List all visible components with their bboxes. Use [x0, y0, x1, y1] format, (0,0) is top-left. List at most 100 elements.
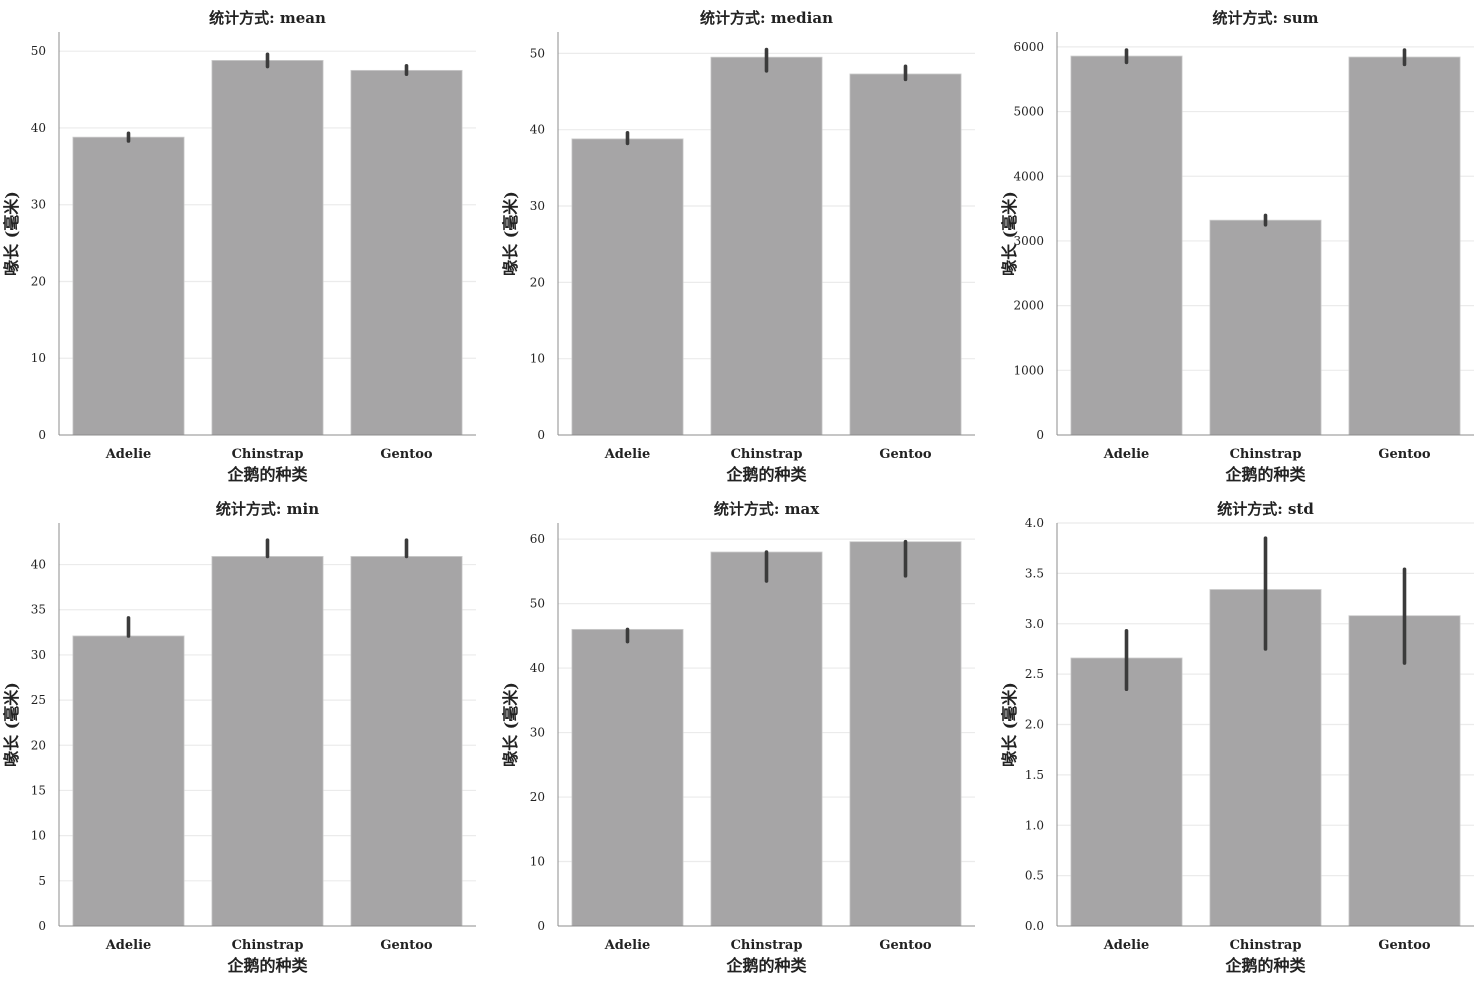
y-tick-label: 30: [31, 648, 46, 662]
x-tick-label: Gentoo: [1378, 447, 1431, 462]
bar-chinstrap: [211, 556, 324, 927]
y-tick-label: 6000: [1013, 40, 1044, 54]
chart-panel-median: Adelie Chinstrap Gentoo 0 10 20 30 40 50 统计方式: me…: [501, 9, 975, 484]
y-tick-label: 2.5: [1025, 667, 1044, 681]
y-tick-label: 5: [38, 874, 46, 888]
y-tick-label: 50: [31, 44, 46, 58]
bar-adelie: [72, 635, 185, 927]
y-tick-label: 1.5: [1025, 768, 1044, 782]
y-tick-label: 10: [31, 829, 46, 843]
x-tick-label: Chinstrap: [1230, 447, 1302, 462]
y-tick-label: 3.5: [1025, 566, 1044, 580]
y-axis-label: 喙长 (毫米): [1000, 191, 1019, 276]
y-axis-label: 喙长 (毫米): [2, 682, 21, 767]
x-axis-label: 企鹅的种类: [226, 956, 308, 975]
bar-gentoo: [350, 556, 463, 927]
bar-adelie: [571, 628, 684, 927]
chart-title: 统计方式: std: [1217, 500, 1314, 518]
bar-gentoo: [849, 73, 962, 436]
x-tick-label: Chinstrap: [232, 447, 304, 462]
x-tick-label: Chinstrap: [731, 938, 803, 953]
chart-panel-mean: Adelie Chinstrap Gentoo 0 10 20 30 40 50 统计方式: me…: [2, 9, 476, 484]
x-axis-label: 企鹅的种类: [725, 465, 807, 484]
x-axis-label: 企鹅的种类: [226, 465, 308, 484]
y-axis-label: 喙长 (毫米): [501, 682, 520, 767]
y-tick-label: 30: [530, 199, 545, 213]
y-tick-label: 1000: [1013, 363, 1044, 377]
y-tick-label: 1.0: [1025, 818, 1044, 832]
y-tick-label: 40: [31, 121, 46, 135]
bar-adelie: [1070, 55, 1183, 436]
y-tick-label: 0.5: [1025, 869, 1044, 883]
bar-adelie: [571, 138, 684, 436]
x-tick-label: Gentoo: [380, 938, 433, 953]
y-tick-label: 4000: [1013, 169, 1044, 183]
y-tick-label: 0: [38, 919, 46, 933]
x-axis-label: 企鹅的种类: [1224, 956, 1306, 975]
y-tick-label: 50: [530, 597, 545, 611]
chart-title: 统计方式: median: [700, 9, 833, 27]
x-tick-label: Gentoo: [1378, 938, 1431, 953]
bar-gentoo: [849, 541, 962, 927]
x-axis-label: 企鹅的种类: [1224, 465, 1306, 484]
y-tick-label: 20: [530, 790, 545, 804]
x-tick-label: Gentoo: [879, 447, 932, 462]
y-tick-label: 20: [31, 274, 46, 288]
bar-gentoo: [350, 69, 463, 436]
bar-chinstrap: [1209, 219, 1322, 436]
x-tick-label: Adelie: [1103, 938, 1150, 953]
y-tick-label: 5000: [1013, 105, 1044, 119]
x-axis-label: 企鹅的种类: [725, 956, 807, 975]
y-tick-label: 0.0: [1025, 919, 1044, 933]
y-tick-label: 15: [31, 783, 46, 797]
y-tick-label: 2000: [1013, 299, 1044, 313]
x-tick-label: Adelie: [604, 938, 651, 953]
chart-title: 统计方式: sum: [1213, 9, 1319, 27]
y-tick-label: 40: [530, 661, 545, 675]
y-tick-label: 3000: [1013, 234, 1044, 248]
y-tick-label: 50: [530, 46, 545, 60]
x-tick-label: Gentoo: [380, 447, 433, 462]
x-tick-label: Gentoo: [879, 938, 932, 953]
y-tick-label: 60: [530, 532, 545, 546]
bar-chinstrap: [211, 60, 324, 436]
y-tick-label: 10: [530, 855, 545, 869]
chart-panel-max: Adelie Chinstrap Gentoo 0 10 20 30 40 50 60 统计方式: …: [501, 500, 975, 975]
y-axis-label: 喙长 (毫米): [1000, 682, 1019, 767]
bar-gentoo: [1348, 56, 1461, 436]
chart-panel-std: Adelie Chinstrap Gentoo 0.0 0.5 1.0 1.5 2.0 2.5 3…: [1000, 500, 1474, 975]
bar-adelie: [1070, 657, 1183, 927]
y-tick-label: 25: [31, 693, 46, 707]
x-tick-label: Adelie: [604, 447, 651, 462]
x-tick-label: Chinstrap: [232, 938, 304, 953]
y-tick-label: 3.0: [1025, 617, 1044, 631]
y-tick-label: 0: [537, 919, 545, 933]
y-tick-label: 40: [31, 558, 46, 572]
x-tick-label: Adelie: [105, 938, 152, 953]
y-tick-label: 10: [530, 352, 545, 366]
y-tick-label: 35: [31, 603, 46, 617]
chart-title: 统计方式: max: [714, 500, 820, 518]
chart-title: 统计方式: min: [216, 500, 319, 518]
y-tick-label: 40: [530, 123, 545, 137]
x-tick-label: Chinstrap: [731, 447, 803, 462]
x-tick-label: Chinstrap: [1230, 938, 1302, 953]
chart-panel-sum: Adelie Chinstrap Gentoo 0 1000 2000 3000 4000 50…: [1000, 9, 1474, 484]
y-tick-label: 4.0: [1025, 516, 1044, 530]
y-tick-label: 0: [537, 428, 545, 442]
chart-title: 统计方式: mean: [209, 9, 326, 27]
y-tick-label: 30: [530, 726, 545, 740]
y-tick-label: 20: [31, 738, 46, 752]
bar-adelie: [72, 136, 185, 436]
y-tick-label: 20: [530, 275, 545, 289]
y-tick-label: 0: [38, 428, 46, 442]
x-tick-label: Adelie: [1103, 447, 1150, 462]
bar-chinstrap: [710, 56, 823, 436]
y-tick-label: 10: [31, 351, 46, 365]
x-tick-label: Adelie: [105, 447, 152, 462]
y-axis-label: 喙长 (毫米): [2, 191, 21, 276]
y-tick-label: 2.0: [1025, 718, 1044, 732]
y-tick-label: 0: [1036, 428, 1044, 442]
y-axis-label: 喙长 (毫米): [501, 191, 520, 276]
